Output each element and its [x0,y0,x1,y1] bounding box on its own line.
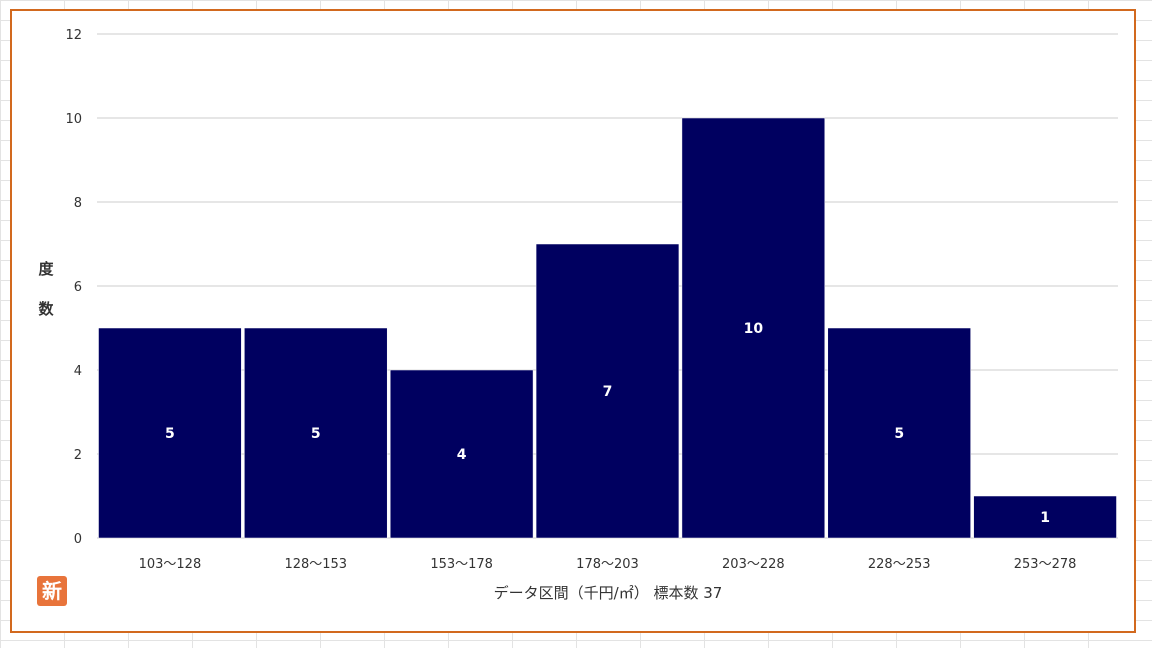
bars [98,117,1117,539]
bar-data-label: 1 [1040,510,1050,526]
x-tick-label: 228～253 [868,557,931,572]
x-tick-label: 103～128 [139,557,202,572]
x-tick-label: 203～228 [722,557,785,572]
y-axis-label-char: 数 [38,300,54,318]
bar-data-label: 7 [603,384,613,400]
y-tick-label: 0 [74,532,82,547]
x-axis-label: データ区間（千円/㎡） 標本数 37 [494,584,723,602]
y-axis-label: 度数 [38,260,54,318]
new-badge-icon: 新 [37,576,67,606]
x-tick-label: 178～203 [576,557,639,572]
bar [681,117,826,539]
bar [98,327,242,539]
bar-data-label: 5 [165,426,175,442]
y-tick-label: 8 [74,196,82,211]
bar [244,327,388,539]
bar-data-label: 5 [894,426,904,442]
y-tick-label: 10 [65,112,82,127]
x-tick-labels: 103～128 128～153 153～178 178～203 203～228 228～2… [139,557,1077,572]
y-axis-label-char: 度 [38,260,54,278]
bar [827,327,971,539]
x-tick-label: 128～153 [284,557,347,572]
bar-data-labels: 5 5 4 7 10 5 1 [165,321,1050,526]
x-tick-label: 253～278 [1014,557,1077,572]
y-tick-label: 6 [74,280,82,295]
y-tick-label: 4 [74,364,82,379]
bar [973,495,1117,539]
bar-data-label: 5 [311,426,321,442]
bar-data-label: 10 [744,321,764,337]
bar [535,243,680,539]
new-badge-label: 新 [42,579,62,603]
bar [389,369,534,539]
y-tick-labels: 0 2 4 6 8 10 12 [65,28,82,547]
bar-data-label: 4 [457,447,467,463]
y-tick-label: 2 [74,448,82,463]
x-tick-label: 153～178 [430,557,493,572]
y-tick-label: 12 [65,28,82,43]
